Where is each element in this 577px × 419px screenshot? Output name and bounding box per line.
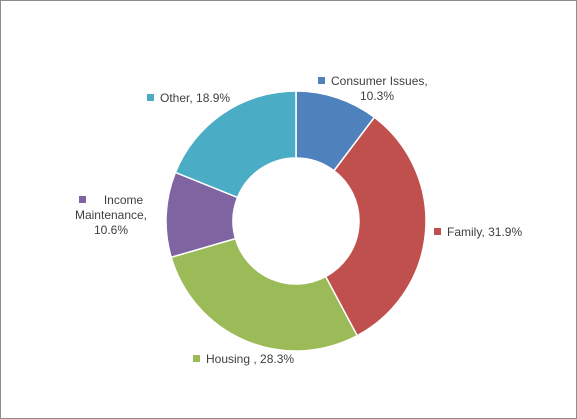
slice-family (324, 116, 427, 337)
label-housing: Housing , 28.3% (193, 352, 294, 367)
income-label-line2: Maintenance, (74, 208, 148, 222)
label-family: Family, 31.9% (434, 225, 522, 240)
housing-label-text: Housing , 28.3% (206, 352, 295, 366)
slice-other (174, 90, 297, 199)
consumer-label-line1: Consumer Issues, (331, 74, 428, 88)
label-income-maintenance: Income Maintenance, 10.6% (61, 193, 161, 238)
family-label-text: Family, 31.9% (447, 225, 523, 239)
housing-swatch (193, 355, 200, 362)
label-other: Other, 18.9% (147, 91, 230, 106)
label-consumer-issues: Consumer Issues, 10.3% (318, 74, 428, 104)
other-swatch (147, 94, 154, 101)
consumer-issues-swatch (318, 77, 325, 84)
consumer-label-line2: 10.3% (360, 89, 395, 103)
income-maintenance-swatch (78, 196, 86, 203)
family-swatch (434, 228, 441, 235)
income-label-line1: Income (103, 193, 144, 207)
other-label-text: Other, 18.9% (160, 91, 231, 105)
slice-housing (170, 237, 359, 352)
income-label-line3: 10.6% (93, 223, 129, 237)
